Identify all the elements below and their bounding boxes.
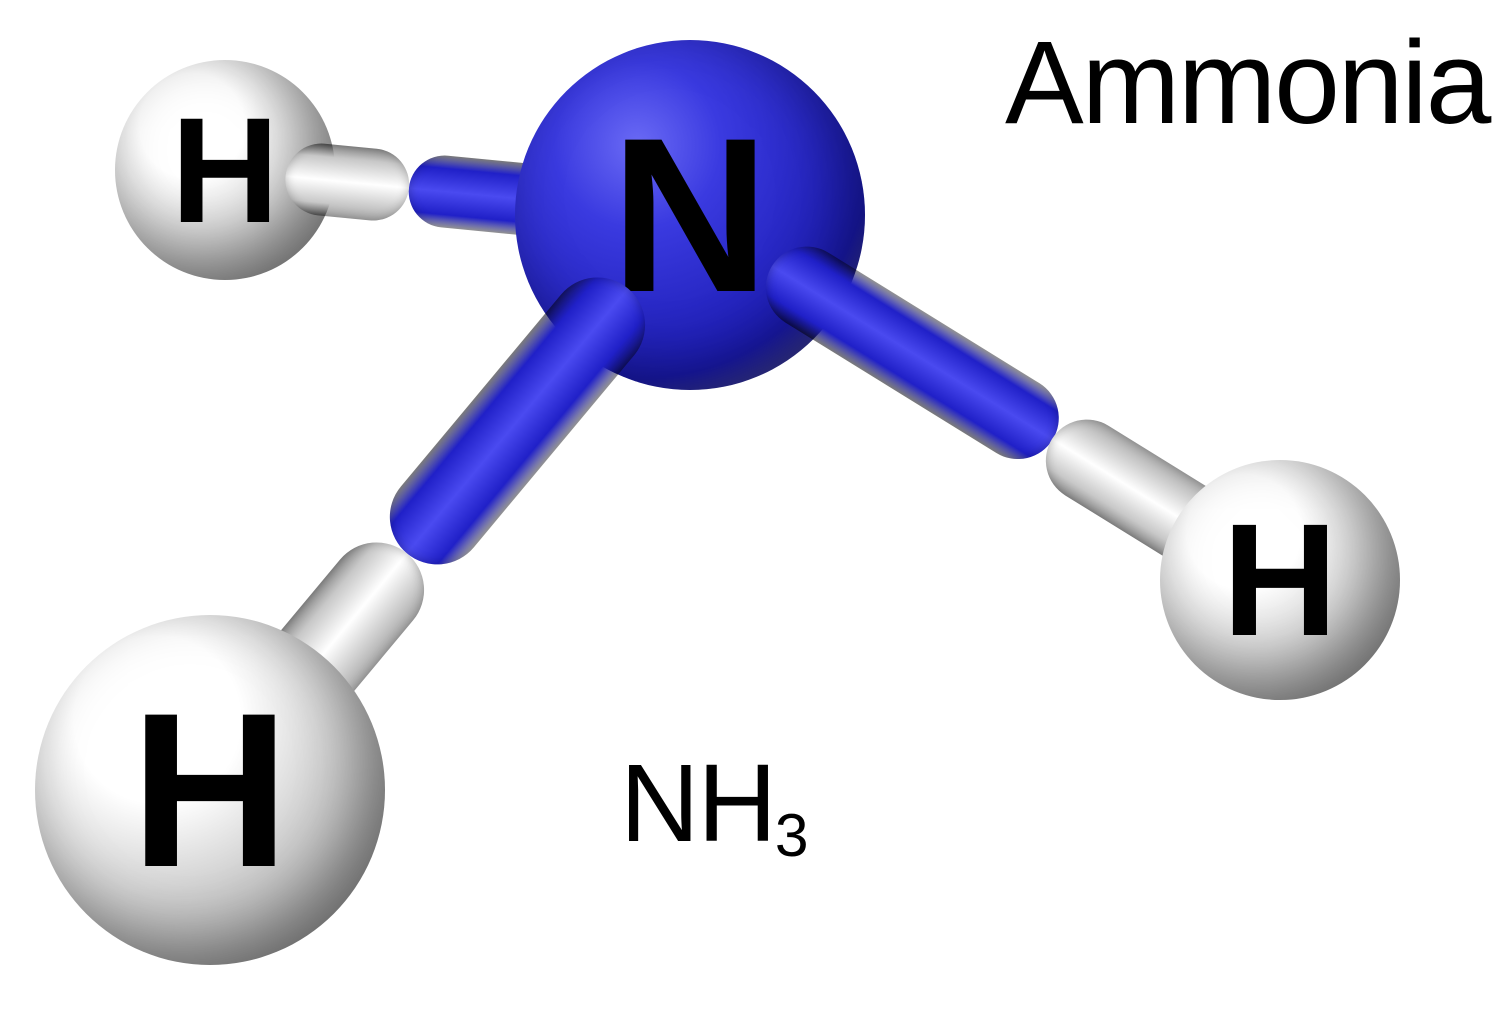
atom-H_right: H: [1160, 460, 1400, 700]
molecule-formula: NH3: [620, 740, 807, 867]
atom-label-H_right: H: [1222, 500, 1338, 660]
molecule-name: Ammonia: [1005, 15, 1489, 151]
bond-1-near: [371, 258, 665, 584]
atom-label-N: N: [611, 105, 770, 325]
molecule-stage: Ammonia NH3 NHHH: [0, 0, 1500, 1014]
formula-base: NH: [620, 742, 775, 865]
formula-sub: 3: [775, 801, 807, 869]
atom-H_bottom_left: H: [35, 615, 385, 965]
atom-label-H_bottom_left: H: [131, 680, 290, 900]
atom-label-H_top_left: H: [171, 95, 279, 245]
bond-2-near: [750, 231, 1073, 474]
